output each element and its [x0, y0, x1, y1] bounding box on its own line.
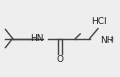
Text: 2: 2 [110, 37, 114, 42]
Text: NH: NH [100, 35, 114, 45]
Text: O: O [57, 55, 63, 64]
Text: HN: HN [30, 34, 44, 43]
Text: HCl: HCl [91, 17, 106, 26]
